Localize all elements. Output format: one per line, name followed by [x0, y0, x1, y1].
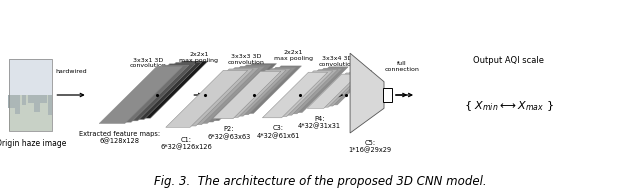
Bar [40, 95, 47, 103]
Polygon shape [350, 53, 384, 133]
Text: full
connection: full connection [384, 61, 419, 72]
Polygon shape [183, 66, 265, 123]
Bar [9, 59, 52, 95]
Text: C1:
6*32@126x126: C1: 6*32@126x126 [161, 137, 212, 150]
Text: Extracted feature maps:
6@128x128: Extracted feature maps: 6@128x128 [79, 131, 160, 145]
Polygon shape [172, 69, 253, 126]
Polygon shape [106, 65, 189, 122]
Polygon shape [321, 71, 372, 105]
Text: Origin haze image: Origin haze image [0, 139, 66, 148]
Bar [9, 95, 52, 131]
Text: P2:
6*32@63x63: P2: 6*32@63x63 [207, 126, 250, 140]
Bar [28, 95, 34, 104]
Polygon shape [273, 70, 338, 115]
Text: 3x3x3 3D
convolution: 3x3x3 3D convolution [228, 54, 265, 65]
Text: P4:
4*32@31x31: P4: 4*32@31x31 [298, 116, 341, 129]
Bar [383, 88, 392, 102]
Polygon shape [233, 66, 301, 113]
Polygon shape [212, 71, 281, 119]
Text: 2x2x1
max pooling: 2x2x1 max pooling [179, 52, 218, 63]
Text: 2x2x1
max pooling: 2x2x1 max pooling [274, 50, 312, 61]
Text: hardwired: hardwired [55, 69, 87, 74]
Text: 3x3x4 3D
convolution: 3x3x4 3D convolution [319, 56, 356, 66]
Text: Output AQI scale: Output AQI scale [474, 56, 544, 65]
Polygon shape [268, 71, 333, 116]
Polygon shape [228, 67, 296, 115]
Polygon shape [278, 68, 343, 114]
Polygon shape [166, 70, 248, 127]
Polygon shape [262, 72, 328, 118]
Polygon shape [218, 70, 286, 117]
Polygon shape [316, 72, 367, 106]
Text: Fig. 3.  The architecture of the proposed 3D CNN model.: Fig. 3. The architecture of the proposed… [154, 175, 486, 188]
Polygon shape [118, 63, 202, 120]
Polygon shape [112, 64, 195, 121]
Polygon shape [189, 65, 271, 122]
Text: $\{\ X_{min} \longleftrightarrow X_{max}\ \}$: $\{\ X_{min} \longleftrightarrow X_{max}… [464, 100, 554, 113]
Polygon shape [99, 66, 182, 124]
Polygon shape [283, 67, 348, 112]
Polygon shape [223, 69, 291, 116]
Polygon shape [125, 61, 208, 118]
Bar [22, 95, 26, 105]
Text: C5:
1*16@29x29: C5: 1*16@29x29 [349, 140, 392, 153]
Bar [15, 95, 20, 114]
Polygon shape [195, 64, 276, 121]
Bar [9, 59, 52, 131]
Text: 3x3x1 3D
convolution: 3x3x1 3D convolution [130, 58, 166, 68]
Bar [48, 95, 52, 115]
Text: C3:
4*32@61x61: C3: 4*32@61x61 [257, 125, 300, 139]
Polygon shape [312, 73, 363, 107]
Polygon shape [307, 74, 358, 108]
Bar [8, 95, 15, 108]
Bar [9, 59, 52, 131]
Polygon shape [177, 68, 259, 125]
Bar [35, 95, 40, 112]
